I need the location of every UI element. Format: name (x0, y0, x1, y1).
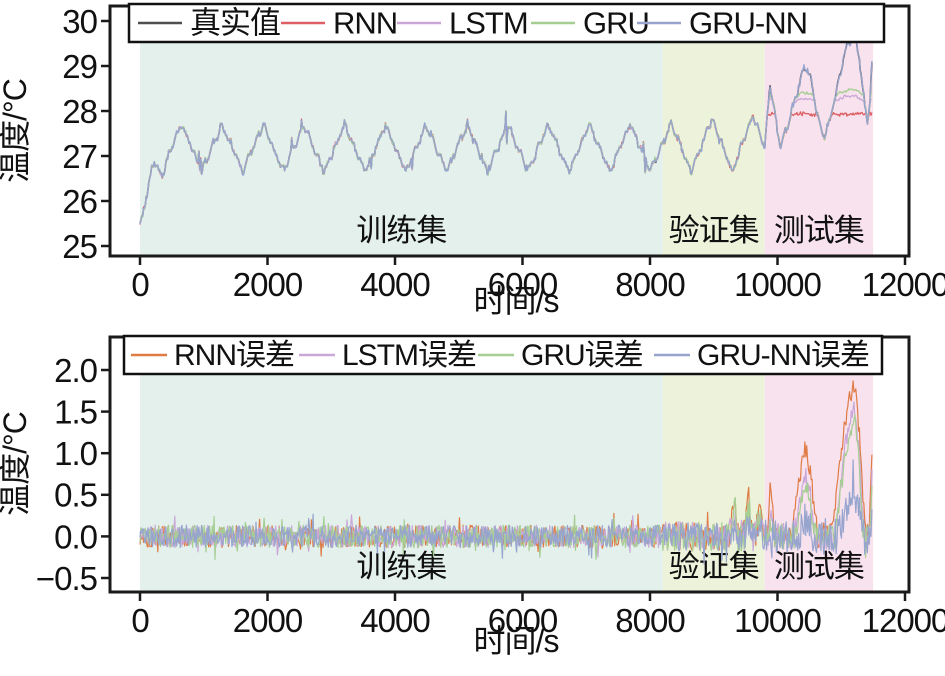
x-tick-label: 6000 (488, 602, 558, 639)
x-tick-label: 0 (131, 266, 149, 303)
legend-box (127, 2, 886, 44)
x-tick-label: 4000 (360, 602, 430, 639)
y-tick-label: 26 (62, 183, 97, 220)
x-tick-label: 2000 (233, 602, 303, 639)
series-line-GRU-NN误差 (139, 459, 873, 565)
y-tick-label: 27 (62, 138, 97, 175)
y-tick-label: 0.0 (54, 518, 98, 555)
y-tick-label: 30 (62, 3, 97, 40)
legend: 真实值 RNN LSTM GRU GRU-NN (127, 2, 886, 44)
legend-label-RNN: RNN (333, 6, 397, 41)
region-band-1 (140, 6, 663, 256)
chart: 训练集 验证集 测试集 0 2000 4000 6000 8000 10000 12000 −0.5… (0, 334, 945, 659)
legend-label-GRU误差: GRU误差 (521, 339, 643, 372)
x-tick-label: 12000 (862, 266, 945, 303)
region-band-3 (764, 6, 874, 256)
series-group (139, 27, 873, 225)
legend-label-真实值: 真实值 (190, 6, 280, 41)
chart: 训练集 验证集 测试集 0 2000 4000 6000 8000 10000 12000 25 26… (0, 2, 945, 319)
series-line-GRU-NN (139, 27, 873, 224)
legend-label-RNN误差: RNN误差 (174, 339, 294, 372)
x-tick-label: 2000 (233, 266, 303, 303)
region-label-3: 测试集 (774, 213, 864, 248)
x-axis-title: 时间/s (474, 623, 559, 659)
region-label-1: 训练集 (356, 549, 446, 584)
y-tick-label: 29 (62, 48, 97, 85)
y-tick-label: 1.0 (54, 435, 98, 472)
region-label-1: 训练集 (356, 213, 446, 248)
y-tick-label: 25 (62, 228, 97, 265)
x-tick-label: 0 (131, 602, 149, 639)
region-label-2: 验证集 (669, 549, 759, 584)
y-tick-label: 1.5 (54, 393, 97, 430)
x-tick-label: 8000 (615, 266, 685, 303)
series-group (139, 380, 873, 565)
legend-label-LSTM误差: LSTM误差 (342, 339, 476, 372)
legend-label-GRU-NN误差: GRU-NN误差 (697, 339, 869, 372)
region-label-2: 验证集 (669, 213, 759, 248)
x-tick-label: 10000 (734, 266, 821, 303)
x-tick-label: 4000 (360, 266, 430, 303)
x-tick-label: 6000 (488, 266, 558, 303)
legend-label-LSTM: LSTM (449, 6, 528, 41)
y-tick-label: −0.5 (36, 560, 97, 597)
y-axis-title: 温度/°C (0, 79, 33, 183)
region-band-3 (764, 337, 874, 592)
x-tick-label: 12000 (862, 602, 945, 639)
legend-label-GRU-NN: GRU-NN (689, 6, 807, 41)
legend: RNN误差 LSTM误差 GRU误差 GRU-NN误差 (122, 334, 884, 376)
y-tick-label: 2.0 (54, 352, 98, 389)
y-axis-title: 温度/°C (0, 412, 33, 516)
region-label-3: 测试集 (774, 549, 864, 584)
y-tick-label: 28 (62, 93, 97, 130)
x-tick-label: 8000 (615, 602, 685, 639)
y-tick-label: 0.5 (54, 477, 97, 514)
x-axis-title: 时间/s (474, 283, 559, 319)
x-tick-label: 10000 (734, 602, 821, 639)
